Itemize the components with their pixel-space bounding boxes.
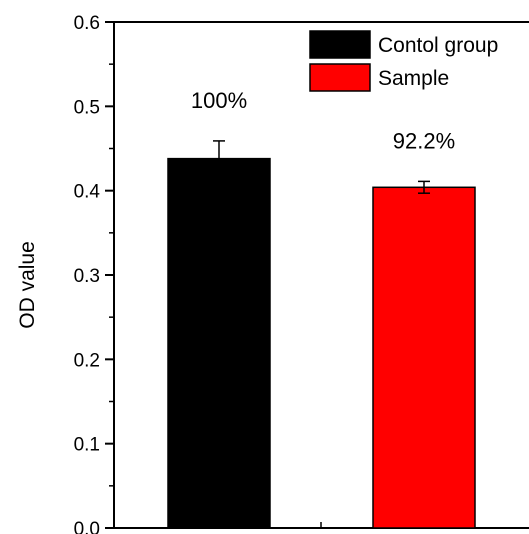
y-tick-label: 0.2	[74, 350, 100, 371]
y-tick-label: 0.4	[74, 182, 101, 203]
y-tick-label: 0.0	[74, 519, 100, 534]
y-ticks: 0.0 0.1 0.2 0.3 0.4 0.5 0.6	[74, 13, 322, 534]
bar-contol-group	[167, 157, 271, 529]
legend-swatch	[309, 30, 371, 59]
legend: Contol group Sample	[309, 30, 498, 92]
legend-swatch	[309, 63, 371, 92]
data-label: 92.2%	[393, 128, 455, 153]
legend-label: Sample	[378, 67, 449, 90]
y-tick-label: 0.5	[74, 97, 100, 118]
data-label: 100%	[191, 88, 247, 113]
y-tick-label: 0.1	[74, 435, 100, 456]
legend-label: Contol group	[378, 34, 498, 57]
y-tick-label: 0.3	[74, 266, 100, 287]
y-tick-label: 0.6	[74, 13, 100, 34]
y-axis-title: OD value	[16, 241, 39, 329]
bar-sample	[372, 186, 476, 529]
bars: 100% 92.2%	[167, 88, 476, 529]
